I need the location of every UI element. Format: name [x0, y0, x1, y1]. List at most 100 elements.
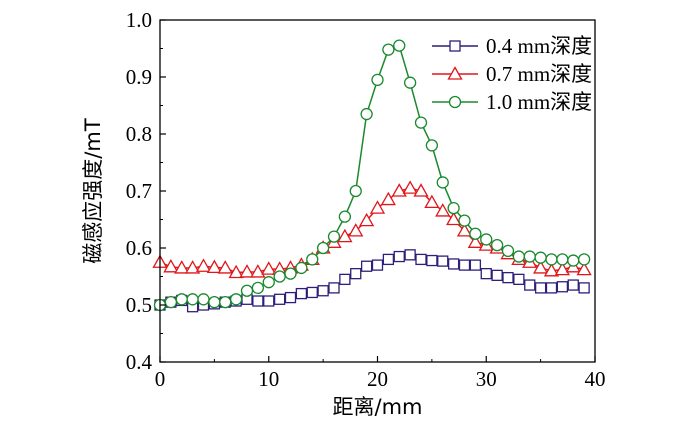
data-point: [578, 282, 590, 294]
data-point: [338, 210, 352, 223]
y-tick-label: 0.8: [126, 122, 152, 146]
series-circle: [153, 39, 591, 312]
data-point: [316, 241, 330, 255]
legend: 0.4 mm深度 0.7 mm深度 1.0 mm深度: [432, 34, 592, 114]
series-layer: [152, 39, 592, 313]
y-tick-label: 0.6: [126, 236, 152, 260]
data-point: [545, 282, 558, 294]
data-point: [391, 183, 407, 197]
x-tick-label: 30: [476, 367, 497, 391]
data-point: [467, 234, 483, 248]
data-point: [217, 260, 233, 274]
data-point: [164, 295, 178, 309]
data-point: [163, 258, 179, 273]
data-point: [402, 180, 418, 194]
data-point: [371, 259, 384, 271]
data-point: [556, 253, 569, 266]
data-point: [524, 279, 536, 291]
x-tick-label: 20: [367, 367, 388, 391]
data-point: [252, 295, 264, 307]
data-point: [456, 223, 473, 237]
data-point: [284, 291, 297, 304]
data-point: [337, 228, 353, 243]
legend-item: 0.4 mm深度: [432, 34, 592, 58]
data-point: [240, 284, 254, 297]
data-point: [219, 295, 232, 309]
legend-item: 0.7 mm深度: [432, 62, 592, 86]
data-point: [480, 267, 492, 280]
data-point: [369, 200, 386, 214]
data-point: [567, 254, 580, 267]
data-point: [490, 238, 504, 252]
data-point: [273, 270, 286, 283]
data-point: [228, 264, 244, 279]
data-point: [263, 295, 275, 307]
x-axis-title: 距离/mm: [333, 395, 423, 419]
data-point: [317, 285, 329, 297]
ticks-layer: 0 10 20 30 40 0.4 0.5 0.6 0.7 0.8 0.9 1.0: [126, 8, 606, 391]
data-point: [458, 259, 471, 271]
data-point: [404, 249, 416, 261]
data-point: [534, 251, 547, 264]
data-point: [229, 293, 243, 306]
data-point: [239, 264, 255, 278]
data-point: [295, 287, 308, 300]
data-point: [208, 295, 221, 309]
data-point: [393, 250, 405, 263]
data-point: [273, 293, 286, 305]
data-point: [447, 258, 460, 270]
y-tick-label: 0.5: [126, 293, 152, 317]
data-point: [545, 253, 558, 266]
legend-label: 0.4 mm深度: [486, 34, 592, 58]
data-point: [425, 139, 439, 152]
data-point: [393, 39, 406, 52]
data-point: [306, 286, 318, 299]
data-point: [197, 293, 210, 306]
data-point: [501, 244, 515, 258]
data-point: [359, 212, 375, 227]
legend-item: 1.0 mm深度: [432, 90, 592, 114]
data-point: [426, 254, 438, 267]
data-point: [512, 250, 526, 263]
data-point: [576, 261, 592, 276]
data-point: [543, 262, 560, 277]
data-point: [502, 271, 514, 284]
legend-marker: [448, 95, 462, 109]
data-point: [480, 233, 493, 246]
y-tick-label: 1.0: [126, 8, 152, 32]
x-tick-label: 40: [585, 367, 606, 391]
data-point: [328, 282, 340, 294]
data-point: [349, 184, 362, 198]
data-point: [435, 203, 451, 217]
data-point: [523, 250, 536, 263]
data-point: [458, 214, 471, 227]
data-point: [350, 267, 362, 280]
data-point: [556, 281, 569, 293]
data-point: [414, 116, 428, 129]
data-point: [447, 201, 460, 215]
y-tick-label: 0.9: [126, 65, 152, 89]
data-point: [513, 273, 525, 286]
data-point: [262, 276, 275, 289]
data-point: [436, 176, 449, 189]
data-point: [339, 273, 351, 286]
data-point: [469, 259, 482, 271]
data-point: [306, 253, 319, 266]
data-point: [371, 73, 384, 86]
legend-label: 1.0 mm深度: [486, 90, 592, 114]
data-point: [437, 255, 449, 267]
data-point: [251, 281, 265, 295]
data-point: [413, 183, 429, 197]
legend-label: 0.7 mm深度: [486, 62, 592, 86]
data-point: [382, 253, 395, 266]
data-point: [195, 258, 212, 272]
data-point: [360, 260, 373, 272]
legend-marker: [449, 40, 461, 52]
data-point: [491, 269, 503, 282]
data-point: [415, 253, 427, 266]
data-point: [533, 260, 549, 274]
data-point: [446, 211, 462, 226]
data-point: [469, 227, 482, 240]
legend-marker: [447, 66, 463, 80]
data-point: [567, 279, 579, 291]
